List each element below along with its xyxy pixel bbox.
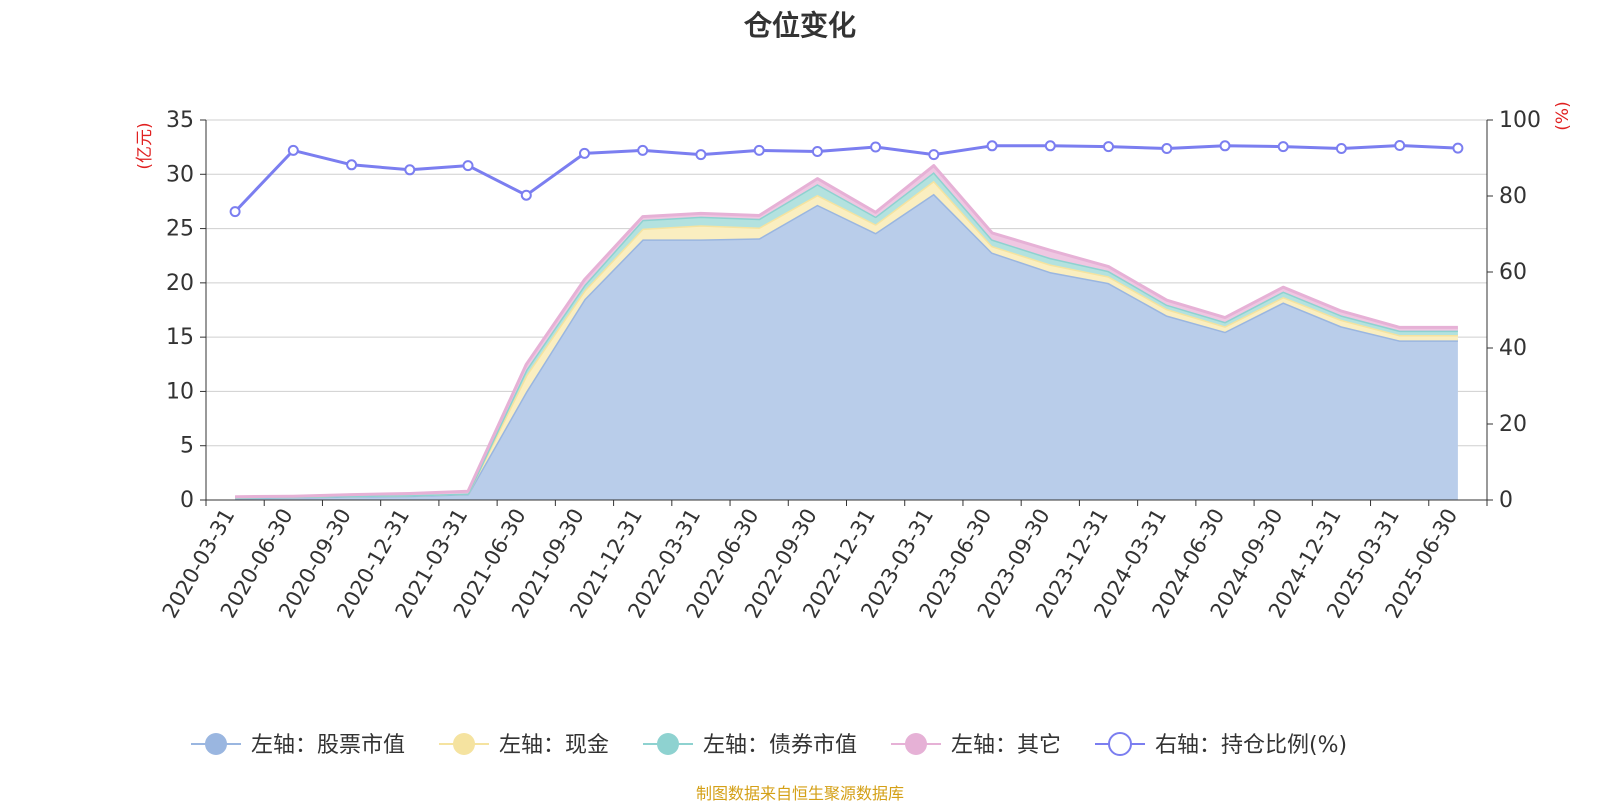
ratio-point — [870, 141, 882, 153]
chart-title: 仓位变化 — [743, 9, 856, 42]
legend-item: 右轴：持仓比例(%) — [1095, 732, 1347, 758]
legend-item: 左轴：股票市值 — [191, 733, 405, 758]
ratio-point — [1219, 140, 1231, 152]
legend-label: 左轴：债券市值 — [703, 733, 857, 758]
ratio-point — [346, 159, 358, 171]
y-right-tick-label: 20 — [1499, 412, 1527, 437]
y-left-tick-label: 10 — [166, 379, 194, 404]
ratio-point — [520, 189, 532, 201]
ratio-point — [695, 149, 707, 161]
legend-label: 左轴：现金 — [499, 733, 609, 758]
y-left-axis-label: (亿元) — [135, 122, 155, 169]
legend-marker — [657, 733, 679, 755]
ratio-point — [1044, 140, 1056, 152]
y-right-tick-label: 100 — [1499, 108, 1541, 133]
y-left-tick-label: 25 — [166, 217, 194, 242]
legend-marker — [205, 733, 227, 755]
ratio-point — [579, 147, 590, 159]
y-right-tick-label: 0 — [1499, 488, 1513, 513]
ratio-point — [229, 206, 241, 218]
legend-marker — [453, 733, 475, 755]
legend-label: 左轴：股票市值 — [251, 733, 405, 758]
y-left-tick-label: 15 — [166, 325, 194, 350]
source-note: 制图数据来自恒生聚源数据库 — [695, 784, 904, 803]
legend-item: 左轴：其它 — [891, 733, 1061, 758]
legend-marker — [1108, 732, 1132, 756]
ratio-point — [1161, 143, 1173, 154]
ratio-point — [404, 164, 416, 176]
legend-label: 右轴：持仓比例(%) — [1155, 733, 1347, 758]
area-1 — [235, 193, 1458, 501]
ratio-point — [1452, 142, 1464, 154]
y-right-tick-label: 60 — [1499, 260, 1527, 285]
y-left-tick-label: 30 — [166, 162, 194, 187]
ratio-point — [986, 140, 998, 152]
y-left-tick-label: 5 — [180, 434, 194, 459]
ratio-point — [1335, 143, 1347, 154]
legend-item: 左轴：现金 — [439, 733, 609, 758]
ratio-point — [287, 144, 299, 156]
ratio-point — [928, 149, 940, 161]
y-right-tick-label: 80 — [1499, 184, 1527, 209]
legend-item: 左轴：债券市值 — [643, 733, 857, 758]
y-right-axis-label: (%) — [1553, 101, 1573, 130]
ratio-point — [462, 160, 474, 172]
ratio-point — [1394, 140, 1406, 151]
y-left-tick-label: 35 — [166, 108, 194, 133]
legend-label: 左轴：其它 — [951, 733, 1061, 758]
ratio-point — [1103, 141, 1114, 153]
legend-marker — [905, 733, 927, 755]
ratio-point — [637, 144, 649, 156]
y-left-tick-label: 20 — [166, 271, 194, 296]
area-line-4 — [235, 164, 1458, 499]
ratio-point — [1277, 141, 1289, 153]
y-left-tick-label: 0 — [180, 488, 194, 513]
ratio-point — [753, 144, 765, 156]
y-right-tick-label: 40 — [1499, 336, 1527, 361]
ratio-point — [811, 146, 823, 157]
ratio-line — [234, 144, 1458, 213]
